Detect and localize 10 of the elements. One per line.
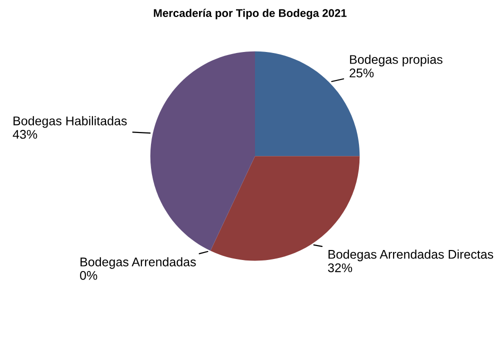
slice-label: Bodegas Arrendadas Directas bbox=[328, 250, 494, 262]
data-label: 25% bbox=[350, 68, 374, 78]
slice-label: Bodegas propias bbox=[350, 54, 442, 66]
legend-label: Bodegas Arrendadas bbox=[80, 257, 196, 269]
chart-title: Mercadería por Tipo de Bodega 2021 bbox=[154, 8, 347, 20]
slice-label: Bodegas Habilitadas bbox=[14, 116, 127, 128]
text: 0% bbox=[80, 270, 98, 280]
pie-slice bbox=[150, 51, 255, 251]
data-label: 43% bbox=[12, 130, 38, 139]
data-label: 32% bbox=[328, 263, 352, 272]
